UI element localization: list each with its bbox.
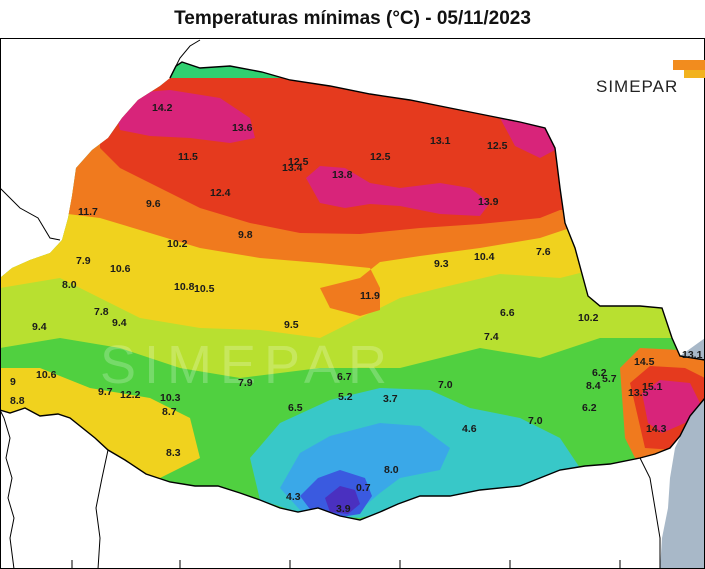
station-value: 6.2 — [582, 402, 597, 414]
station-value: 9.3 — [434, 258, 449, 270]
station-value: 7.9 — [238, 377, 253, 389]
station-value: 8.3 — [166, 447, 181, 459]
station-value: 13.9 — [478, 196, 499, 208]
station-value: 5.7 — [602, 373, 617, 385]
station-value: 7.6 — [536, 246, 551, 258]
station-value: 10.6 — [36, 369, 57, 381]
station-value: 12.5 — [487, 140, 508, 152]
station-value: 10.5 — [194, 283, 215, 295]
station-value: 8.8 — [10, 395, 25, 407]
map-title: Temperaturas mínimas (°C) - 05/11/2023 — [174, 8, 531, 29]
station-value: 7.9 — [76, 255, 91, 267]
station-value: 7.0 — [528, 415, 543, 427]
station-value: 13.6 — [232, 122, 253, 134]
station-value: 7.4 — [484, 331, 499, 343]
station-value: 10.4 — [474, 251, 495, 263]
station-value: 12.5 — [370, 151, 391, 163]
station-value: 10.2 — [167, 238, 188, 250]
station-value: 8.4 — [586, 380, 601, 392]
station-value: 11.9 — [360, 290, 380, 302]
band-magenta-north — [115, 90, 255, 143]
watermark: SIMEPAR — [100, 335, 395, 395]
station-value: 9.4 — [32, 321, 47, 333]
station-labels: 14.213.611.513.1 12.512.513.412.513.812.4… — [10, 102, 703, 515]
station-value: 6.5 — [288, 402, 303, 414]
station-value: 9.7 — [98, 386, 113, 398]
station-value: 7.0 — [438, 379, 453, 391]
simepar-logo: SIMEPAR — [596, 60, 705, 96]
station-value: 6.7 — [337, 371, 352, 383]
station-value: 10.6 — [110, 263, 131, 275]
station-value: 11.7 — [78, 206, 98, 218]
station-value: 12.5 — [288, 156, 309, 168]
band-yellow-west — [0, 368, 200, 478]
station-value: 4.6 — [462, 423, 477, 435]
station-value: 10.3 — [160, 392, 181, 404]
station-value: 9.5 — [284, 319, 299, 331]
svg-text:SIMEPAR: SIMEPAR — [596, 77, 678, 96]
band-coast-magenta — [642, 380, 700, 433]
station-value: 13.5 — [628, 387, 649, 399]
band-magenta-northeast — [500, 118, 555, 158]
station-value: 12.2 — [120, 389, 141, 401]
station-value: 14.3 — [646, 423, 667, 435]
station-value: 12.4 — [210, 187, 231, 199]
station-value: 10.8 — [174, 281, 195, 293]
band-magenta-center — [306, 166, 490, 216]
station-value: 13.1 — [682, 349, 703, 361]
station-value: 7.8 — [94, 306, 109, 318]
state-border — [0, 61, 705, 521]
station-value: 8.7 — [162, 406, 177, 418]
station-value: 13.4 — [282, 162, 303, 174]
station-value: 13.8 — [332, 169, 353, 181]
temperature-map: SIMEPAR SIMEPAR 14.2 13.6 11.5 13.1 12.5 12.5… — [0, 38, 705, 569]
station-value: 5.2 — [338, 391, 353, 403]
station-value: 3.9 — [336, 503, 351, 515]
frame-ticks — [71, 560, 621, 569]
station-value: 9.8 — [238, 229, 253, 241]
station-value: 15.1 — [642, 381, 663, 393]
station-value: 3.7 — [383, 393, 398, 405]
station-value: 9 — [10, 376, 16, 388]
sea-area — [660, 338, 705, 569]
station-value: 8.0 — [384, 464, 399, 476]
station-value: 13.1 — [430, 135, 451, 147]
band-navy — [325, 486, 360, 514]
svg-text:SIMEPAR: SIMEPAR — [100, 335, 395, 395]
station-value: 9.4 — [112, 317, 127, 329]
station-value: 4.3 — [286, 491, 301, 503]
station-value: 10.2 — [578, 312, 599, 324]
station-value: 9.6 — [146, 198, 161, 210]
station-value: 6.6 — [500, 307, 515, 319]
station-value: 8.0 — [62, 279, 77, 291]
station-value: 11.5 — [178, 151, 198, 163]
station-value: 6.2 — [592, 367, 607, 379]
station-value: 14.5 — [634, 356, 655, 368]
station-value: 14.2 — [152, 102, 173, 114]
station-value: 0.7 — [356, 482, 371, 494]
